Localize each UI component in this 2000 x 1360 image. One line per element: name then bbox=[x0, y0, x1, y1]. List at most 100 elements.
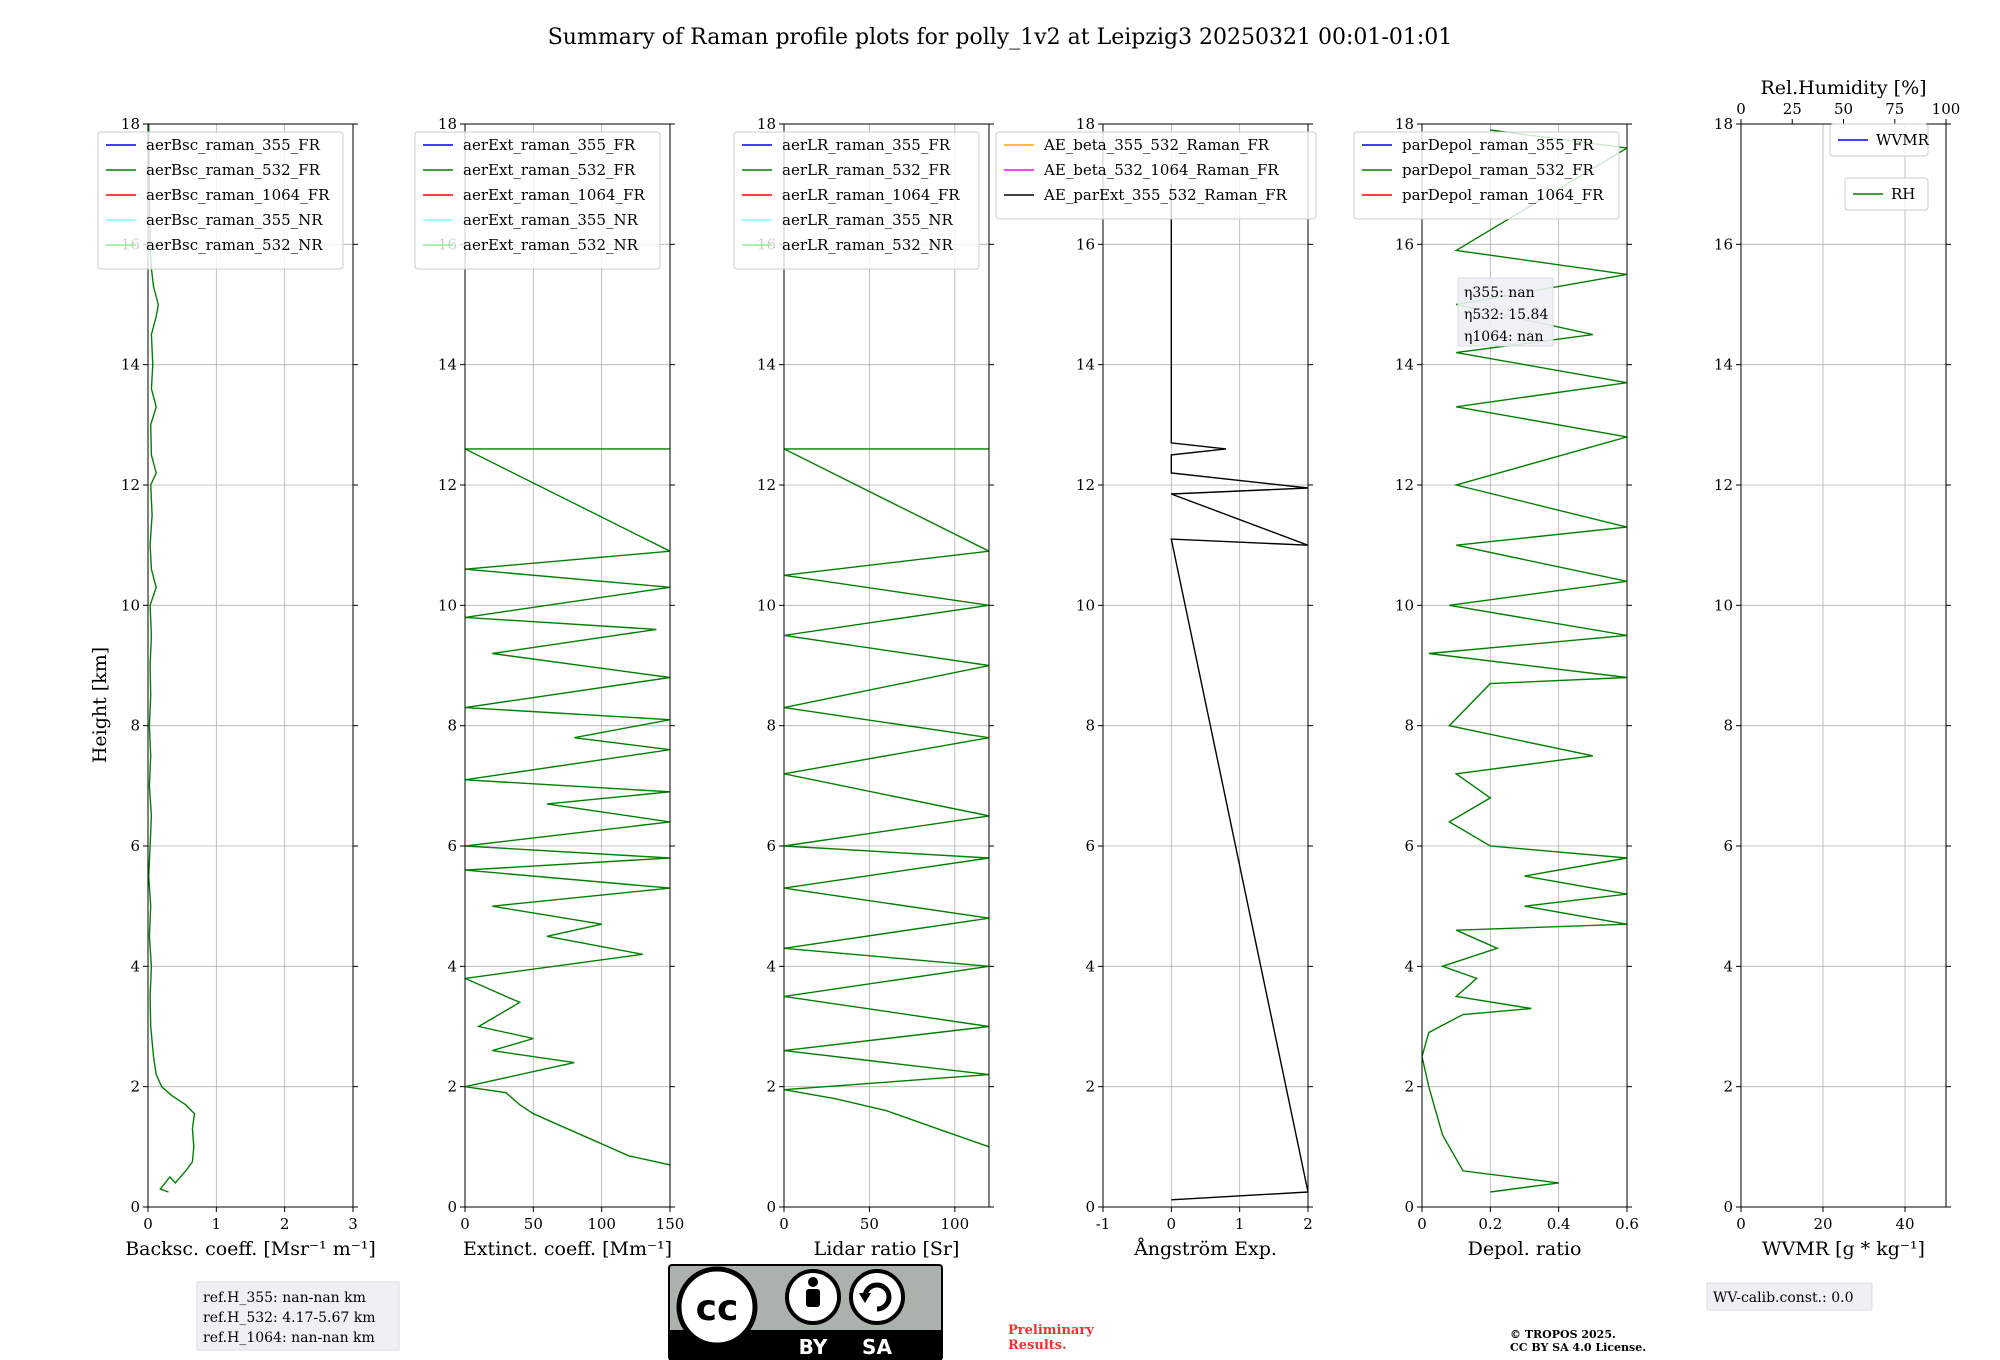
y-tick-label: 12 bbox=[121, 476, 140, 494]
legend-label: aerBsc_raman_532_NR bbox=[146, 236, 323, 254]
legend-label: aerLR_raman_355_FR bbox=[782, 136, 951, 154]
legend-label: parDepol_raman_532_FR bbox=[1402, 161, 1595, 179]
y-axis-label: Height [km] bbox=[89, 647, 111, 763]
x2-axis-label: Rel.Humidity [%] bbox=[1760, 77, 1926, 99]
y-tick-label: 4 bbox=[1085, 957, 1095, 975]
legend: aerBsc_raman_355_FR aerBsc_raman_532_FRae… bbox=[97, 131, 344, 270]
x-axis-label: Depol. ratio bbox=[1468, 1238, 1582, 1260]
legend-frame bbox=[1844, 177, 1929, 211]
x-tick-label: 150 bbox=[656, 1215, 685, 1233]
y-tick-label: 6 bbox=[1723, 837, 1733, 855]
y-tick-label: 18 bbox=[1076, 115, 1095, 133]
legend-label: AE_parExt_355_532_Raman_FR bbox=[1043, 186, 1288, 204]
x2-tick-label: 50 bbox=[1834, 100, 1853, 118]
legend-label: aerExt_raman_1064_FR bbox=[463, 186, 645, 204]
y-tick-label: 6 bbox=[130, 837, 140, 855]
panel-2: 024681012141618050100150Extinct. coeff. … bbox=[414, 115, 685, 1260]
y-tick-label: 2 bbox=[447, 1078, 457, 1096]
sa-label: SA bbox=[862, 1335, 892, 1359]
axes-frame bbox=[147, 123, 354, 1208]
y-tick-label: 2 bbox=[1085, 1078, 1095, 1096]
eta-annotation-box: η355: nan η532: 15.84 η1064: nan bbox=[1457, 277, 1554, 347]
x-axis-label: Lidar ratio [Sr] bbox=[814, 1238, 960, 1260]
y-tick-label: 14 bbox=[1395, 356, 1414, 374]
reference-height-box: ref.H_355: nan-nan km ref.H_532: 4.17-5.… bbox=[196, 1281, 400, 1351]
legend-frame bbox=[1353, 131, 1620, 220]
y-tick-label: 10 bbox=[1076, 596, 1095, 614]
x-axis-label: Ångström Exp. bbox=[1133, 1238, 1277, 1260]
y-tick-label: 6 bbox=[1404, 837, 1414, 855]
x-tick-label: 0 bbox=[1417, 1215, 1427, 1233]
y-tick-label: 0 bbox=[1085, 1198, 1095, 1216]
copyright-line-1: © TROPOS 2025. bbox=[1510, 1328, 1616, 1341]
x-tick-label: 100 bbox=[587, 1215, 616, 1233]
y-tick-label: 8 bbox=[1404, 717, 1414, 735]
legend-label: aerExt_raman_532_FR bbox=[463, 161, 636, 179]
y-tick-label: 0 bbox=[447, 1198, 457, 1216]
legend-frame bbox=[1829, 123, 1929, 157]
legend: aerExt_raman_355_FR aerExt_raman_532_FRae… bbox=[414, 131, 661, 270]
series-line-parDepol_raman_532_FR bbox=[1422, 129, 1627, 1193]
x-tick-label: 0.2 bbox=[1478, 1215, 1502, 1233]
y-tick-label: 12 bbox=[757, 476, 776, 494]
axes-frame bbox=[1421, 123, 1628, 1208]
x-tick-label: 0 bbox=[143, 1215, 153, 1233]
series-line-aerExt_raman_532_FR bbox=[465, 448, 670, 1166]
legend-label: aerLR_raman_355_NR bbox=[782, 211, 953, 229]
axes-frame bbox=[1102, 123, 1309, 1208]
series-line-aerLR_raman_532_FR bbox=[784, 448, 989, 1148]
x2-tick-label: 25 bbox=[1783, 100, 1802, 118]
y-tick-label: 18 bbox=[757, 115, 776, 133]
x-tick-label: 3 bbox=[348, 1215, 358, 1233]
cc-license-badge: cc BY SA bbox=[668, 1264, 943, 1360]
x-tick-label: 0.4 bbox=[1547, 1215, 1571, 1233]
y-tick-label: 14 bbox=[438, 356, 457, 374]
legend: parDepol_raman_355_FR parDepol_raman_532_… bbox=[1353, 131, 1620, 220]
y-tick-label: 10 bbox=[757, 596, 776, 614]
x-tick-label: 50 bbox=[524, 1215, 543, 1233]
x-tick-label: 40 bbox=[1895, 1215, 1914, 1233]
copyright-line-2: CC BY SA 4.0 License. bbox=[1510, 1341, 1646, 1354]
cc-icon bbox=[676, 1266, 758, 1348]
legend-RH: RH bbox=[1844, 177, 1929, 211]
profile-panels: 0246810121416180123Backsc. coeff. [Msr⁻¹… bbox=[97, 77, 1960, 1260]
y-tick-label: 14 bbox=[1714, 356, 1733, 374]
y-tick-label: 12 bbox=[1076, 476, 1095, 494]
legend-label: aerBsc_raman_355_FR bbox=[146, 136, 321, 154]
y-tick-label: 18 bbox=[1395, 115, 1414, 133]
x-tick-label: 1 bbox=[212, 1215, 222, 1233]
x-axis-label: Extinct. coeff. [Mm⁻¹] bbox=[463, 1238, 672, 1260]
ref-height-355: ref.H_355: nan-nan km bbox=[203, 1290, 366, 1306]
y-tick-label: 6 bbox=[447, 837, 457, 855]
y-tick-label: 8 bbox=[766, 717, 776, 735]
x-tick-label: 0 bbox=[779, 1215, 789, 1233]
legend-label: aerBsc_raman_532_FR bbox=[146, 161, 321, 179]
eta-box-frame bbox=[1457, 277, 1554, 347]
y-tick-label: 2 bbox=[1723, 1078, 1733, 1096]
y-tick-label: 14 bbox=[121, 356, 140, 374]
y-tick-label: 8 bbox=[1085, 717, 1095, 735]
x-tick-label: 1 bbox=[1235, 1215, 1245, 1233]
y-tick-label: 0 bbox=[1404, 1198, 1414, 1216]
legend-label: aerBsc_raman_355_NR bbox=[146, 211, 323, 229]
series-line-aerBsc_raman_532_FR bbox=[148, 124, 196, 1193]
y-tick-label: 10 bbox=[1714, 596, 1733, 614]
x-tick-label: 0 bbox=[1736, 1215, 1746, 1233]
y-tick-label: 18 bbox=[121, 115, 140, 133]
y-tick-label: 10 bbox=[1395, 596, 1414, 614]
panel-3: 024681012141618050100Lidar ratio [Sr]aer… bbox=[733, 115, 994, 1260]
wv-calibration-box: WV-calib.const.: 0.0 bbox=[1706, 1282, 1873, 1311]
legend-label: aerLR_raman_532_FR bbox=[782, 161, 951, 179]
legend-label: parDepol_raman_355_FR bbox=[1402, 136, 1595, 154]
cc-text: cc bbox=[696, 1288, 739, 1329]
sa-share-icon bbox=[849, 1269, 905, 1325]
y-tick-label: 2 bbox=[130, 1078, 140, 1096]
legend-WVMR: WVMR bbox=[1829, 123, 1930, 157]
legend-label: aerExt_raman_355_NR bbox=[463, 211, 639, 229]
x-tick-label: 50 bbox=[860, 1215, 879, 1233]
legend: AE_beta_355_532_Raman_FR AE_beta_532_1064… bbox=[995, 131, 1317, 220]
y-tick-label: 4 bbox=[130, 957, 140, 975]
y-tick-label: 14 bbox=[1076, 356, 1095, 374]
